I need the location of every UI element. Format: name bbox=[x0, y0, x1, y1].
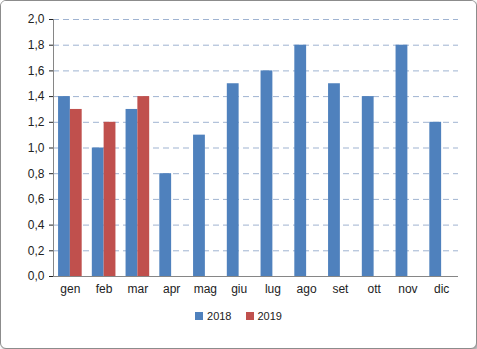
svg-text:1,0: 1,0 bbox=[28, 141, 45, 155]
svg-text:mag: mag bbox=[194, 282, 217, 296]
html-text:2018: 2018 bbox=[207, 310, 232, 322]
svg-text:lug: lug bbox=[265, 282, 281, 296]
svg-text:1,6: 1,6 bbox=[28, 64, 45, 78]
svg-text:2,0: 2,0 bbox=[28, 12, 45, 26]
svg-text:set: set bbox=[332, 282, 349, 296]
svg-text:mar: mar bbox=[128, 282, 149, 296]
html-text:2019: 2019 bbox=[257, 310, 282, 322]
svg-text:0,4: 0,4 bbox=[28, 218, 45, 232]
svg-text:1,8: 1,8 bbox=[28, 38, 45, 52]
svg-text:ago: ago bbox=[297, 282, 317, 296]
svg-text:0,0: 0,0 bbox=[28, 269, 45, 283]
svg-text:giu: giu bbox=[231, 282, 247, 296]
svg-text:feb: feb bbox=[96, 282, 113, 296]
svg-text:0,8: 0,8 bbox=[28, 167, 45, 181]
svg-text:ott: ott bbox=[367, 282, 381, 296]
svg-text:0,6: 0,6 bbox=[28, 192, 45, 206]
svg-text:nov: nov bbox=[398, 282, 417, 296]
svg-text:1,2: 1,2 bbox=[28, 115, 45, 129]
svg-text:gen: gen bbox=[60, 282, 80, 296]
svg-text:1,4: 1,4 bbox=[28, 89, 45, 103]
svg-text:dic: dic bbox=[434, 282, 449, 296]
svg-text:0,2: 0,2 bbox=[28, 244, 45, 258]
svg-text:apr: apr bbox=[163, 282, 180, 296]
